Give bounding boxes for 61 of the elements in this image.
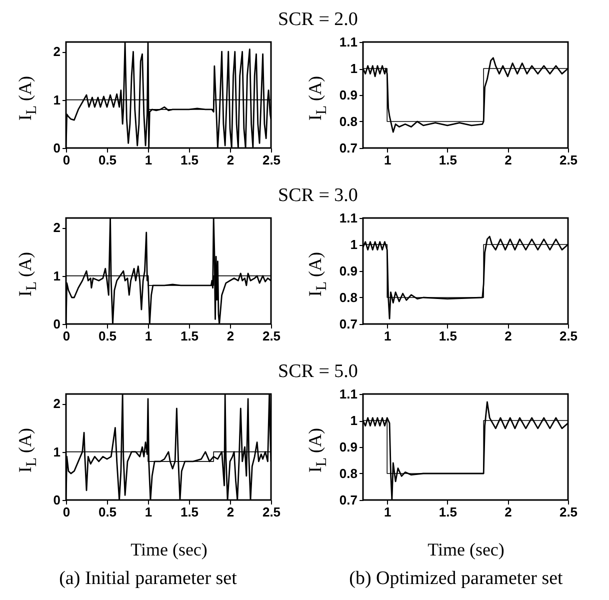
y-tick-label: 0.7 bbox=[339, 316, 358, 332]
x-tick-label: 2.5 bbox=[262, 328, 281, 344]
text: SCR = 2.0 bbox=[277, 9, 359, 31]
x-tick-label: 1.5 bbox=[438, 328, 457, 344]
y-tick-label: 1.1 bbox=[339, 210, 358, 226]
x-tick-label: 0.5 bbox=[98, 152, 117, 168]
x-tick-label: 1 bbox=[144, 152, 152, 168]
x-tick-label: 1.5 bbox=[438, 152, 457, 168]
text: SCR = 5.0 bbox=[277, 361, 359, 383]
y-tick-label: 1 bbox=[53, 92, 60, 108]
x-tick-label: 2 bbox=[226, 328, 234, 344]
x-tick-label: 1 bbox=[384, 504, 392, 520]
x-tick-label: 2 bbox=[226, 504, 234, 520]
x-tick-label: 2 bbox=[504, 504, 512, 520]
y-tick-label: 0.8 bbox=[339, 466, 358, 481]
text: (b) Optimized parameter set bbox=[348, 568, 564, 590]
text: SCR = 3.0 bbox=[277, 185, 359, 207]
y-tick-label: 2 bbox=[53, 396, 60, 412]
y-tick-label: 1.1 bbox=[339, 386, 358, 402]
y-tick-label: 1 bbox=[350, 237, 358, 252]
x-tick-label: 2.5 bbox=[559, 328, 578, 344]
y-tick-label: 0.7 bbox=[339, 140, 358, 156]
x-tick-label: 2.5 bbox=[262, 152, 281, 168]
x-tick-label: 1 bbox=[144, 328, 152, 344]
x-axis-title: Time (sec) bbox=[130, 540, 208, 560]
y-tick-label: 0.9 bbox=[339, 88, 358, 102]
y-tick-label: 0.9 bbox=[339, 440, 358, 454]
x-tick-label: 2.5 bbox=[559, 504, 578, 520]
x-tick-label: 1 bbox=[384, 328, 392, 344]
x-tick-label: 2 bbox=[504, 328, 512, 344]
y-tick-label: 1 bbox=[53, 444, 60, 460]
x-tick-label: 1 bbox=[144, 504, 152, 520]
x-axis-title: Time (sec) bbox=[428, 540, 504, 560]
y-tick-label: 0 bbox=[53, 492, 60, 508]
x-tick-label: 1.5 bbox=[180, 328, 199, 344]
y-tick-label: 1.1 bbox=[339, 34, 358, 50]
x-tick-label: 1.5 bbox=[438, 504, 457, 520]
x-tick-label: 1.5 bbox=[180, 152, 199, 168]
x-tick-label: 2.5 bbox=[262, 504, 281, 520]
x-tick-label: 1.5 bbox=[180, 504, 199, 520]
y-tick-label: 0.9 bbox=[339, 264, 358, 278]
y-tick-label: 1 bbox=[350, 413, 358, 428]
y-tick-label: 0.7 bbox=[339, 492, 358, 508]
x-tick-label: 0 bbox=[62, 152, 70, 168]
y-tick-label: 2 bbox=[53, 220, 60, 236]
x-tick-label: 0.5 bbox=[98, 504, 117, 520]
y-tick-label: 1 bbox=[350, 61, 358, 76]
y-tick-label: 0 bbox=[53, 140, 60, 156]
x-tick-label: 0.5 bbox=[98, 328, 117, 344]
x-tick-label: 0 bbox=[62, 328, 70, 344]
y-tick-label: 1 bbox=[53, 268, 60, 284]
x-tick-label: 2 bbox=[504, 152, 512, 168]
x-tick-label: 2.5 bbox=[559, 152, 578, 168]
y-tick-label: 0 bbox=[53, 316, 60, 332]
y-tick-label: 0.8 bbox=[339, 114, 358, 129]
x-tick-label: 2 bbox=[226, 152, 234, 168]
x-tick-label: 1 bbox=[384, 152, 392, 168]
y-tick-label: 2 bbox=[53, 44, 60, 60]
y-tick-label: 0.8 bbox=[339, 290, 358, 305]
text: (a) Initial parameter set bbox=[58, 568, 238, 590]
x-tick-label: 0 bbox=[62, 504, 70, 520]
